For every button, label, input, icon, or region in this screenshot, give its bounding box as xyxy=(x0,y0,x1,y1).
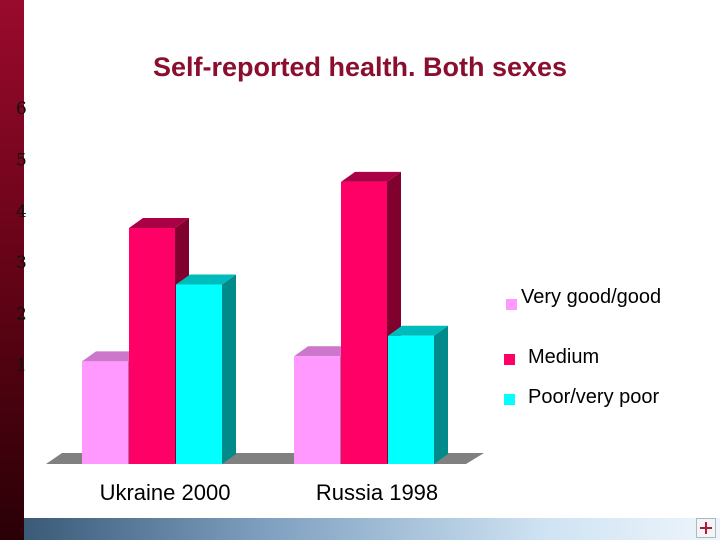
y-tick-label: 5 xyxy=(16,151,27,171)
y-tick-label: 3 xyxy=(16,253,27,273)
y-tick-label: 6 xyxy=(16,99,27,119)
legend-label: Very good/good xyxy=(521,286,662,308)
y-tick-label: 1 xyxy=(16,356,27,376)
y-tick-label: 4 xyxy=(16,202,27,222)
legend-label: Medium xyxy=(528,346,600,368)
bar-top xyxy=(129,218,189,229)
x-category-label: Ukraine 2000 xyxy=(100,480,231,505)
x-category-label: Russia 1998 xyxy=(316,480,438,505)
chart-title: Self-reported health. Both sexes xyxy=(152,52,568,82)
bar-side xyxy=(222,274,236,464)
bar-side xyxy=(434,325,448,464)
bottom-decorative-band xyxy=(24,518,720,540)
cross-logo-icon xyxy=(696,518,716,538)
bar-top xyxy=(341,171,401,182)
bar-top xyxy=(388,325,448,336)
y-tick-label: 2 xyxy=(16,304,27,324)
bar xyxy=(294,356,340,464)
bar-top xyxy=(176,274,236,285)
bar-top xyxy=(82,351,142,362)
legend-label: Poor/very poor xyxy=(528,386,660,408)
bar xyxy=(388,335,434,464)
bar xyxy=(82,361,128,464)
bar xyxy=(176,284,222,464)
bar xyxy=(341,181,387,464)
legend-swatch xyxy=(504,354,515,365)
left-decorative-band xyxy=(0,0,24,540)
legend-swatch xyxy=(506,299,517,310)
bar xyxy=(129,228,175,464)
bar-top xyxy=(294,346,354,357)
legend-swatch xyxy=(504,394,515,405)
